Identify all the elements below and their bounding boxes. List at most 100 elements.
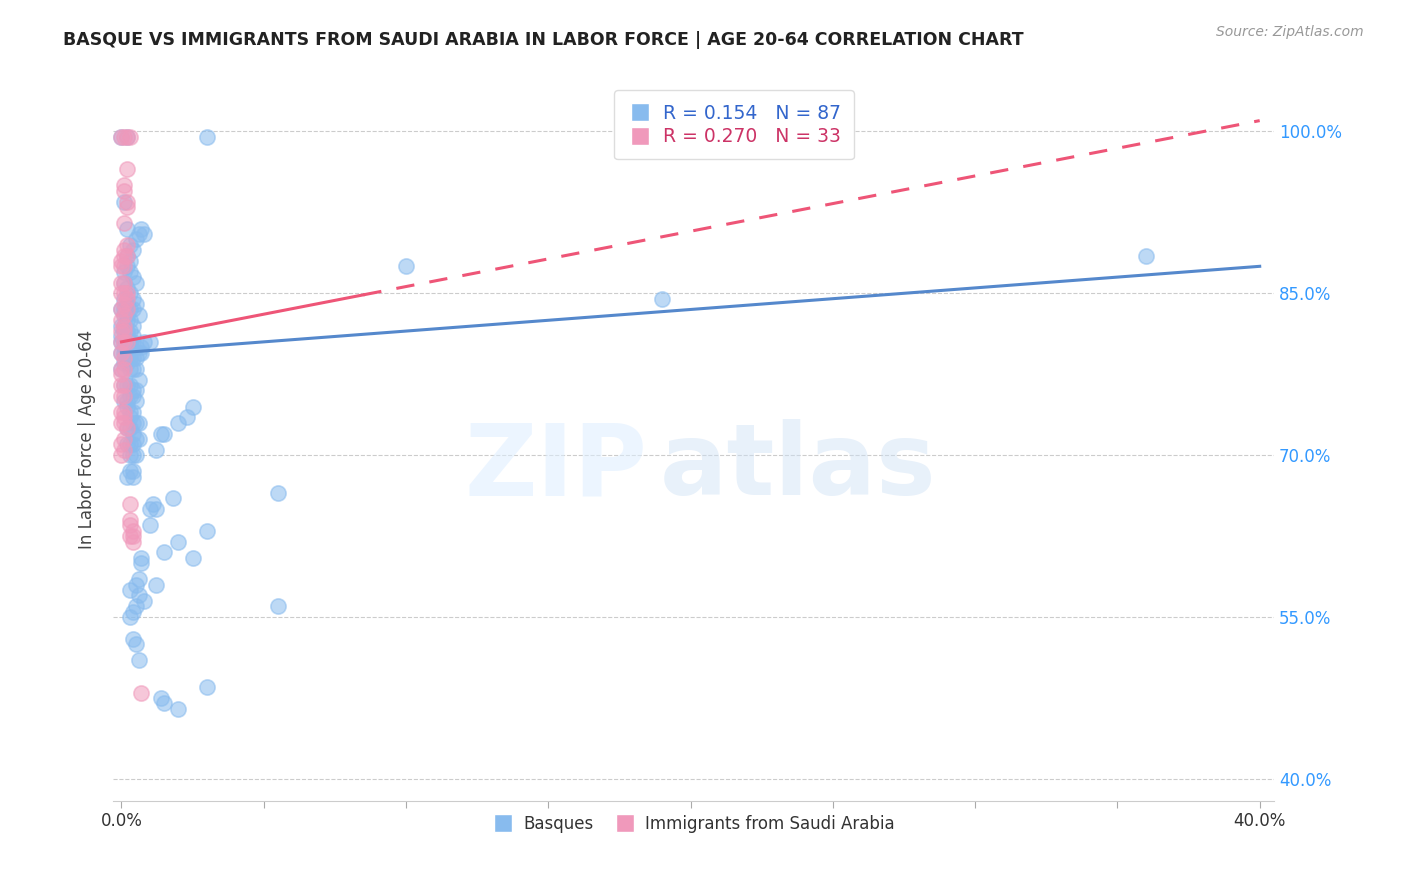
Point (115, 221, 138, 235)
Y-axis label: In Labor Force | Age 20-64: In Labor Force | Age 20-64 (79, 329, 96, 549)
Point (110, 416, 132, 430)
Point (112, 432, 135, 446)
Point (128, 308, 150, 322)
Point (134, 227, 156, 241)
Point (110, 362, 132, 376)
Point (115, 469, 138, 483)
Point (121, 384, 143, 398)
Point (118, 334, 141, 349)
Point (112, 297, 135, 311)
Point (110, 334, 132, 349)
Point (112, 334, 135, 349)
Point (118, 421, 141, 435)
Point (110, 368, 132, 382)
Point (118, 286, 141, 301)
Point (131, 685, 153, 699)
Point (128, 416, 150, 430)
Point (134, 594, 156, 608)
Point (121, 351, 143, 365)
Point (118, 254, 141, 268)
Point (153, 426, 176, 441)
Point (153, 545, 176, 559)
Point (115, 329, 138, 343)
Point (118, 497, 141, 511)
Point (110, 129, 132, 144)
Point (112, 389, 135, 403)
Point (125, 637, 148, 651)
Point (118, 529, 141, 543)
Point (110, 405, 132, 419)
Point (121, 464, 143, 478)
Point (115, 437, 138, 451)
Point (112, 286, 135, 301)
Point (118, 448, 141, 462)
Point (162, 491, 184, 506)
Point (128, 589, 150, 603)
Point (112, 351, 135, 365)
Point (112, 194, 135, 209)
Point (181, 550, 204, 565)
Point (139, 502, 162, 516)
Point (110, 324, 132, 338)
Point (395, 260, 418, 274)
Point (112, 378, 135, 392)
Point (125, 384, 148, 398)
Point (115, 351, 138, 365)
Point (110, 448, 132, 462)
Point (121, 534, 143, 549)
Point (110, 302, 132, 317)
Point (128, 227, 150, 241)
Point (115, 194, 138, 209)
Point (112, 129, 135, 144)
Point (125, 232, 148, 246)
Point (112, 345, 135, 359)
Point (121, 243, 143, 257)
Point (150, 426, 173, 441)
Point (128, 432, 150, 446)
Point (112, 324, 135, 338)
Point (118, 378, 141, 392)
Point (110, 334, 132, 349)
Text: atlas: atlas (659, 419, 936, 516)
Point (112, 378, 135, 392)
Point (195, 129, 218, 144)
Point (118, 410, 141, 425)
Point (110, 378, 132, 392)
Point (121, 329, 143, 343)
Point (115, 324, 138, 338)
Point (139, 334, 162, 349)
Point (115, 302, 138, 317)
Point (121, 318, 143, 333)
Point (121, 270, 143, 285)
Point (125, 599, 148, 614)
Point (121, 448, 143, 462)
Point (115, 334, 138, 349)
Point (115, 237, 138, 252)
Point (167, 702, 190, 716)
Point (125, 432, 148, 446)
Point (118, 340, 141, 354)
Point (112, 260, 135, 274)
Point (112, 410, 135, 425)
Point (112, 178, 135, 193)
Point (112, 416, 135, 430)
Point (112, 334, 135, 349)
Point (112, 184, 135, 198)
Point (118, 313, 141, 327)
Text: BASQUE VS IMMIGRANTS FROM SAUDI ARABIA IN LABOR FORCE | AGE 20-64 CORRELATION CH: BASQUE VS IMMIGRANTS FROM SAUDI ARABIA I… (63, 31, 1024, 49)
Point (118, 405, 141, 419)
Point (153, 697, 176, 711)
Point (112, 302, 135, 317)
Point (139, 518, 162, 533)
Point (110, 254, 132, 268)
Point (131, 340, 153, 354)
Point (115, 248, 138, 262)
Point (167, 416, 190, 430)
Point (125, 394, 148, 409)
Point (125, 577, 148, 591)
Text: Source: ZipAtlas.com: Source: ZipAtlas.com (1216, 25, 1364, 39)
Point (110, 345, 132, 359)
Point (112, 356, 135, 370)
Point (110, 286, 132, 301)
Point (167, 534, 190, 549)
